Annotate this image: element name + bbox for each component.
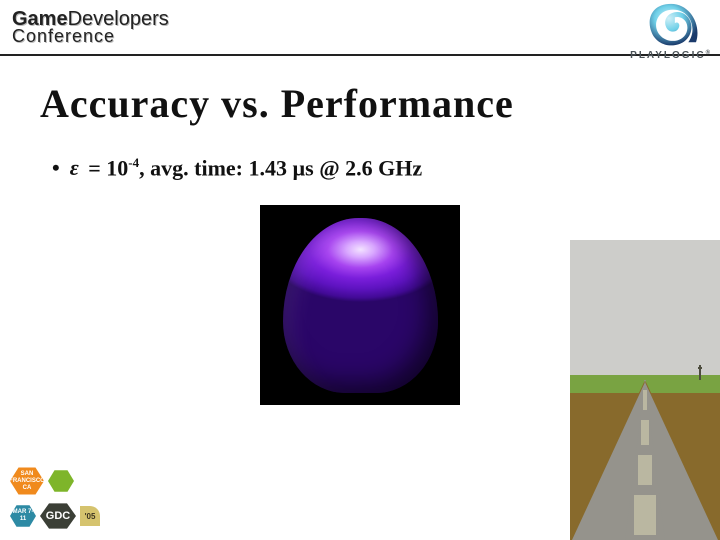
epsilon-symbol: ε [70,155,79,180]
bullet-equals: = 10 [83,155,129,180]
bullet-line: • ε = 10-4, avg. time: 1.43 µs @ 2.6 GHz [52,155,422,181]
gdc-logo: GameDevelopers Conference [12,10,169,44]
road-decoration [570,240,720,540]
gdc-badge: GDC [40,502,76,530]
bullet-exponent: -4 [128,155,139,170]
san-francisco-text: SAN FRANCISCO CA [9,471,45,492]
san-francisco-badge: SAN FRANCISCO CA [10,466,44,496]
slide-title: Accuracy vs. Performance [40,80,514,127]
year-badge: '05 [80,506,100,526]
mar-dates-badge: MAR 7-11 [10,504,36,528]
badge-row-2: MAR 7-11 GDC '05 [10,502,100,530]
bullet-dot-icon: • [52,155,60,181]
gdc-text: GDC [46,513,70,520]
bullet-text: ε = 10-4, avg. time: 1.43 µs @ 2.6 GHz [70,155,422,181]
purple-blob-shape [283,218,438,393]
green-hex-icon [48,469,74,493]
gdc-logo-line2: Conference [12,28,169,44]
playlogic-logo: PLAYLOGIC [630,0,712,61]
bottom-left-badges: SAN FRANCISCO CA MAR 7-11 GDC '05 [10,466,100,530]
playlogic-swirl-icon [642,0,700,50]
year-text: '05 [85,512,96,521]
mar-dates-text: MAR 7-11 [10,509,36,523]
header-bar: GameDevelopers Conference PLAYLOGIC [0,0,720,56]
render-figure [260,205,460,405]
badge-row-1: SAN FRANCISCO CA [10,466,100,496]
bullet-rest: , avg. time: 1.43 µs @ 2.6 GHz [139,155,422,180]
playlogic-label: PLAYLOGIC [630,50,712,61]
